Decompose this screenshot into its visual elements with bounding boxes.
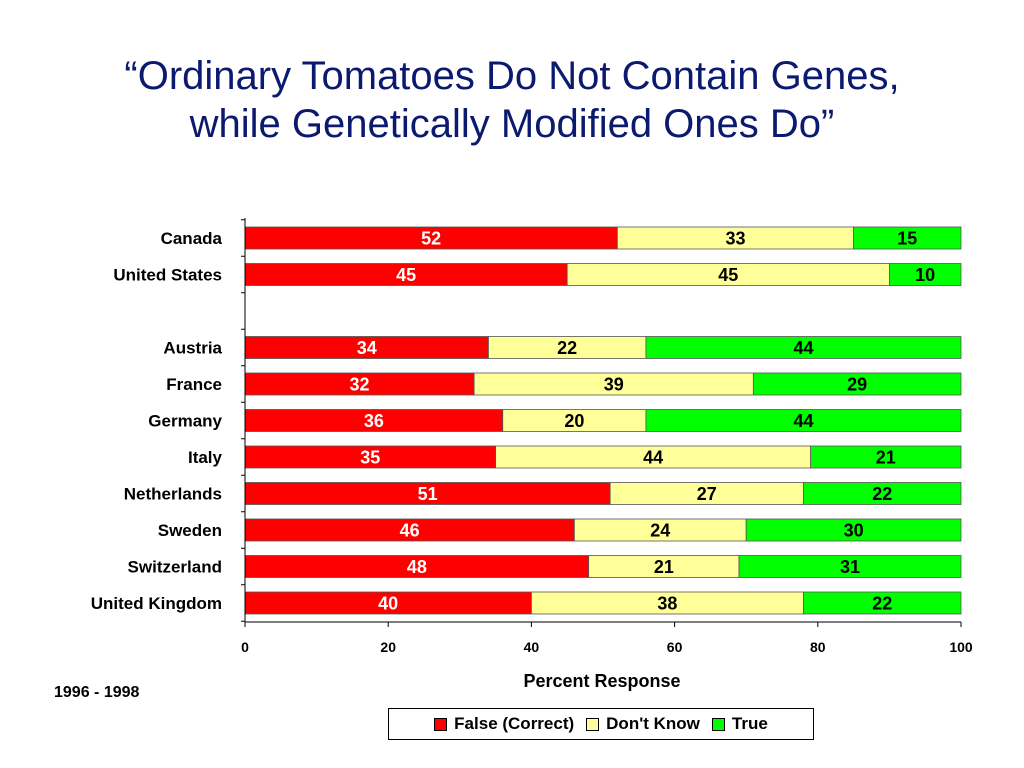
data-label-true: 22 [872, 484, 892, 504]
x-tick-label: 100 [949, 639, 973, 655]
data-label-true: 30 [844, 521, 864, 541]
legend-swatch-dont-know [586, 717, 600, 731]
bar-segment-true [645, 409, 962, 432]
data-label-true: 21 [876, 448, 896, 468]
survey-period: 1996 - 1998 [54, 684, 140, 701]
data-label-false: 36 [364, 411, 384, 431]
chart-title-line-2: while Genetically Modified Ones Do” [189, 102, 835, 146]
bar-segment-true [738, 555, 962, 578]
data-label-false: 52 [421, 229, 441, 249]
category-label: Italy [188, 448, 223, 467]
category-label: Germany [148, 412, 222, 431]
bar-segment-true [803, 482, 962, 505]
x-tick-label: 0 [241, 639, 249, 655]
data-label-dont-know: 45 [718, 265, 738, 285]
stacked-bar-chart: Canada 52 33 15 United States 45 45 10 Austria 34… [91, 218, 973, 691]
bar-segment-true [803, 591, 962, 615]
data-label-false: 46 [400, 521, 420, 541]
data-label-true: 44 [793, 411, 813, 431]
data-label-dont-know: 21 [654, 557, 674, 577]
x-tick-label: 40 [524, 639, 540, 655]
legend-label-dont-know: Don't Know [606, 714, 700, 733]
category-label: Sweden [158, 521, 222, 540]
data-label-dont-know: 24 [650, 521, 670, 541]
data-label-true: 22 [872, 594, 892, 614]
data-label-true: 10 [915, 265, 935, 285]
data-label-dont-know: 33 [725, 229, 745, 249]
chart-title-line-1: “Ordinary Tomatoes Do Not Contain Genes, [124, 54, 900, 98]
bar-segment-true [645, 336, 962, 359]
x-tick-label: 20 [380, 639, 396, 655]
chart-legend: False (Correct) Don't Know True [388, 708, 814, 740]
data-label-false: 34 [357, 338, 377, 358]
data-label-true: 29 [847, 375, 867, 395]
legend-label-true: True [731, 714, 768, 733]
legend-swatch-true [711, 717, 725, 731]
data-label-false: 35 [360, 448, 380, 468]
data-label-dont-know: 39 [604, 375, 624, 395]
legend-swatch-false [434, 717, 448, 731]
bar-segment-true [853, 226, 962, 250]
category-label: United Kingdom [91, 594, 222, 613]
bar-segment-true [752, 372, 962, 396]
data-label-dont-know: 44 [643, 448, 663, 468]
category-label: France [166, 375, 222, 394]
category-label: Austria [163, 339, 222, 358]
bar-segment-true [889, 263, 962, 286]
x-tick-label: 80 [810, 639, 826, 655]
legend-item-false: False (Correct) [434, 714, 574, 734]
data-label-false: 32 [350, 375, 370, 395]
category-label: Canada [161, 229, 223, 248]
data-label-dont-know: 38 [657, 594, 677, 614]
category-label: Switzerland [128, 558, 222, 577]
data-label-false: 48 [407, 557, 427, 577]
legend-item-dont-know: Don't Know [586, 714, 700, 734]
x-axis-title: Percent Response [523, 671, 680, 691]
category-label: United States [113, 266, 222, 285]
category-label: Netherlands [124, 485, 222, 504]
data-label-false: 51 [418, 484, 438, 504]
data-label-dont-know: 20 [564, 411, 584, 431]
data-label-true: 15 [897, 229, 917, 249]
legend-item-true: True [711, 714, 768, 734]
x-tick-label: 60 [667, 639, 683, 655]
bar-segment-true [810, 445, 962, 469]
data-label-dont-know: 22 [557, 338, 577, 358]
legend-label-false: False (Correct) [454, 714, 575, 733]
data-label-dont-know: 27 [697, 484, 717, 504]
data-label-false: 45 [396, 265, 416, 285]
data-label-false: 40 [378, 594, 398, 614]
data-label-true: 44 [793, 338, 813, 358]
chart-title: “Ordinary Tomatoes Do Not Contain Genes,… [0, 52, 1024, 148]
data-label-true: 31 [840, 557, 860, 577]
bar-segment-true [745, 518, 962, 542]
